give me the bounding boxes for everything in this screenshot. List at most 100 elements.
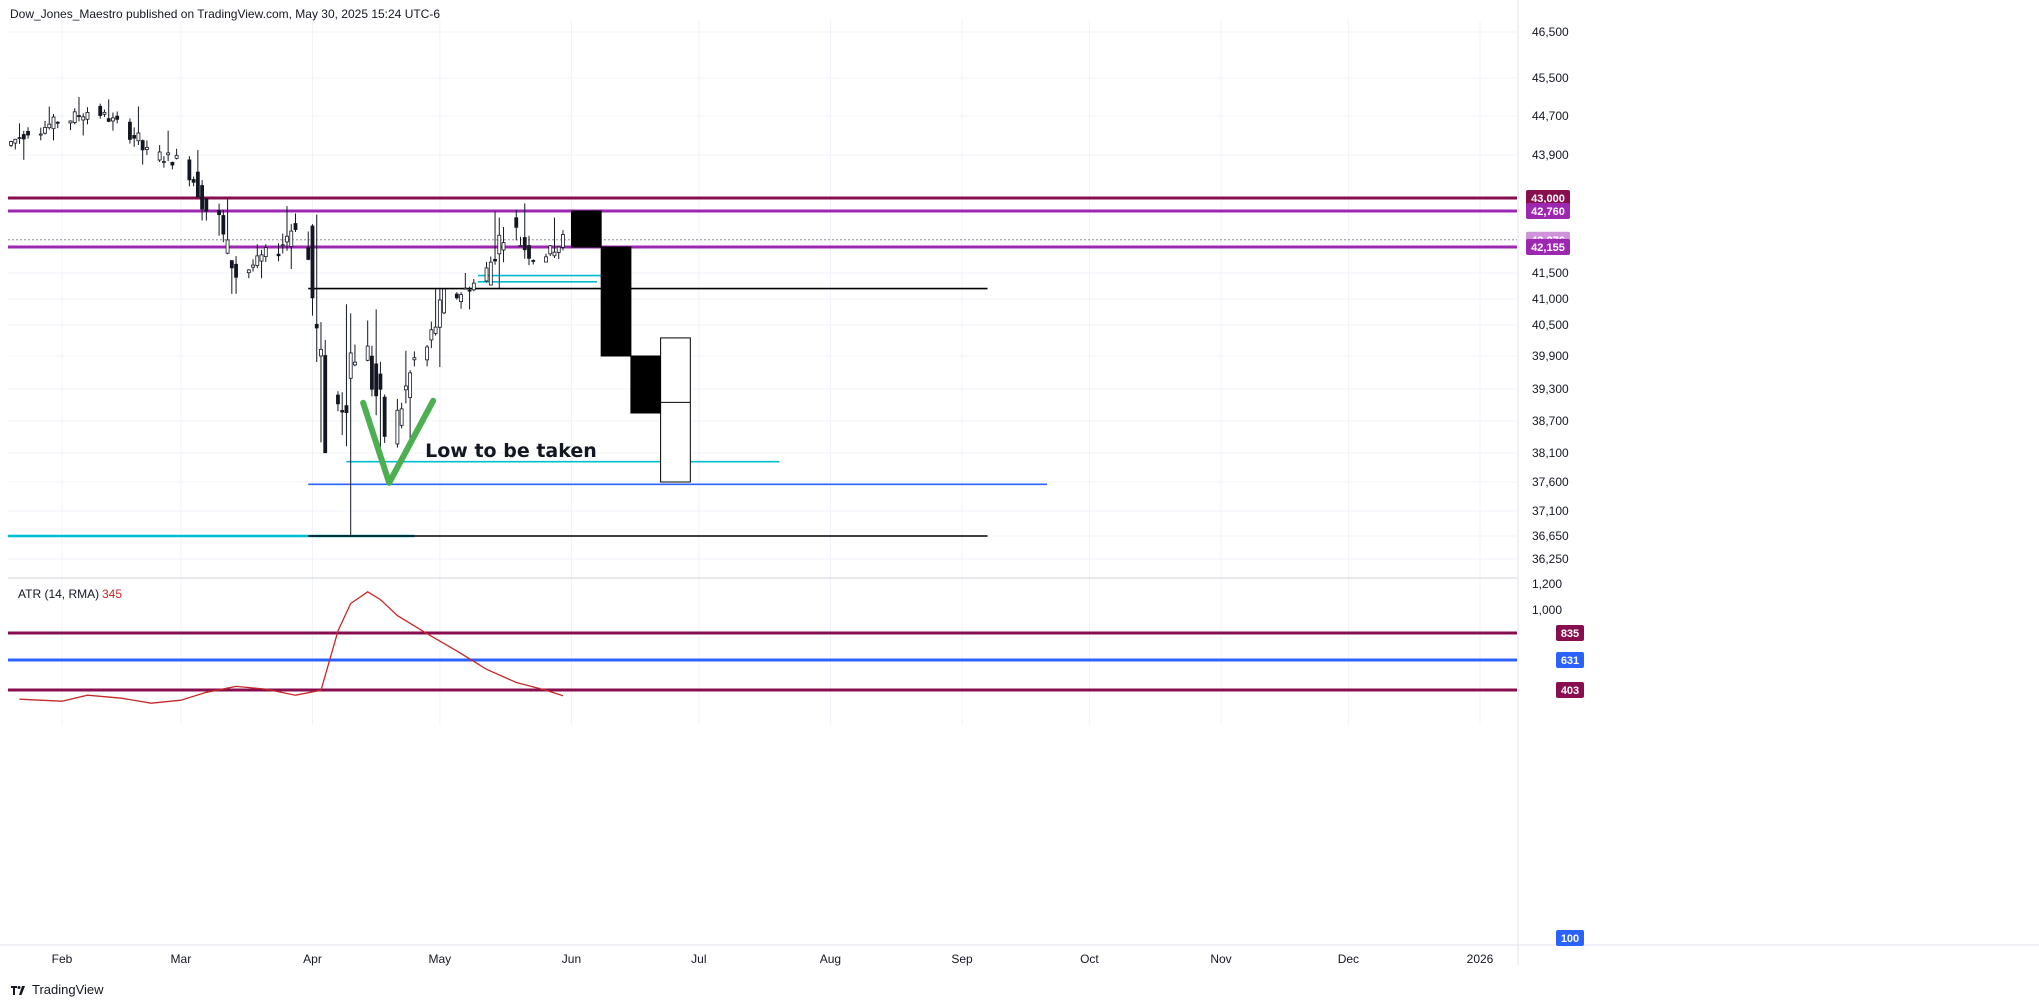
candle-body [195,171,200,198]
candle-body [319,348,323,357]
candle [161,156,166,168]
candle [255,244,260,269]
price-tag: 42,760 [1531,206,1565,218]
candle-body [204,198,209,212]
candle [276,243,281,262]
candle-body [170,161,175,166]
candle [459,292,463,309]
candle [251,259,255,272]
candle [463,273,468,290]
projection-box [660,337,691,483]
candle-body [85,112,90,120]
candle-body [403,385,408,391]
candle [412,351,417,367]
candle-body [378,373,383,390]
candle [72,108,77,125]
candle [85,107,90,125]
atr-tag: 403 [1561,685,1579,697]
candle-body [527,245,531,259]
atr-line [19,591,564,704]
candle [289,224,294,270]
candle-body [374,363,379,397]
candle [319,322,323,443]
candle-body [68,120,73,124]
candle-body [276,253,281,257]
candle [191,176,196,187]
candle [38,127,43,141]
atr-tag-bg [1556,652,1584,668]
candle [128,118,132,144]
candle-body [289,230,294,247]
candle [471,278,476,292]
candlestick-series [9,97,565,536]
candle-body [463,287,468,290]
candle [47,106,52,130]
candle [285,206,289,251]
projection-box [570,210,602,248]
candle-body [81,116,86,121]
candle-body [556,246,561,253]
candle-body [187,159,192,181]
price-tick-label: 37,100 [1532,504,1569,518]
price-tick-label: 41,000 [1532,292,1569,306]
candle-body [344,405,349,414]
candle-body [531,260,536,262]
candle-body [442,288,446,314]
candle-body [157,151,162,161]
candle-body [98,105,103,116]
candle [395,398,400,448]
candle-body [51,116,56,130]
candle [552,217,557,258]
candle-body [255,255,260,266]
candle-body [365,345,370,361]
atr-tag: 100 [1561,933,1579,945]
candle-body [493,258,497,262]
candle [225,198,230,255]
candle [195,150,200,198]
candle-body [55,121,60,124]
candle [467,286,472,310]
price-tag: 43,000 [1531,193,1565,205]
candle-body [348,352,353,379]
candle-body [280,244,285,247]
candle [382,394,387,443]
candle [314,214,319,362]
candle [561,230,565,251]
candle-body [548,245,553,255]
candle [370,345,374,397]
candle-body [310,225,315,299]
candle [556,246,561,260]
candle-body [353,361,357,366]
candle-body [488,261,493,286]
candle-body [106,118,111,122]
time-tick-label: May [429,952,452,966]
candle [442,288,446,315]
axes: 46,500 45,500 44,700 43,900 41,500 41,000 40,5… [0,0,2039,966]
candle-body [433,326,438,334]
atr-tag-bg [1556,625,1584,641]
candle [437,288,442,367]
atr-tag-bg [1556,682,1584,698]
candle [518,236,523,247]
candle-body [259,254,264,262]
price-tick-label: 43,900 [1532,148,1569,162]
candle [217,203,221,236]
price-tag: 42,155 [1531,242,1565,254]
candle-body [174,154,179,159]
candle [68,120,73,131]
candle [501,226,506,263]
candle [403,350,408,404]
time-tick-label: Jun [562,952,581,966]
candle-body [77,115,81,117]
price-tag-bg [1526,239,1570,255]
footer-brand: TradingView [32,982,104,997]
atr-tag: 631 [1561,655,1579,667]
publish-header: Dow_Jones_Maestro published on TradingVi… [10,7,441,21]
horizontal-levels [8,196,1517,538]
candle-body [323,355,328,454]
candle-body [522,237,527,251]
candle [544,253,548,263]
candle [408,370,413,448]
candle [306,231,311,261]
